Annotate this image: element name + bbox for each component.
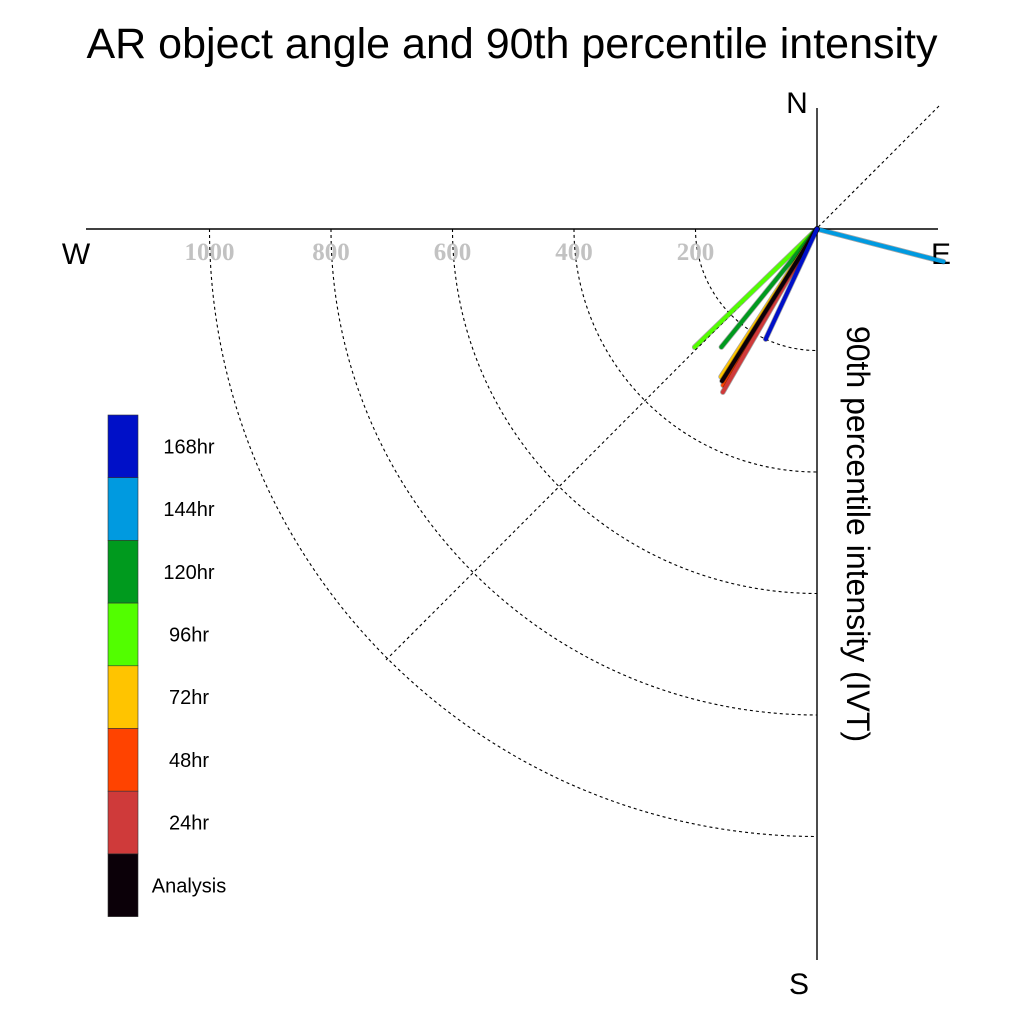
legend-swatch xyxy=(107,540,139,604)
radial-tick-label: 1000 xyxy=(185,239,235,266)
grid-arc xyxy=(451,228,818,595)
grid-arc xyxy=(573,228,818,473)
legend-label: 120hr xyxy=(163,562,214,584)
radial-tick-label: 800 xyxy=(312,239,350,266)
legend-label: Analysis xyxy=(152,875,226,897)
vector-lines xyxy=(691,226,947,395)
vector-line-analysis xyxy=(720,227,819,383)
radial-tick-labels: 200 400 600 800 1000 xyxy=(185,239,715,266)
legend-swatch xyxy=(107,853,139,917)
vector-line-144hr xyxy=(815,227,946,264)
legend-swatch xyxy=(107,665,139,729)
legend-swatch xyxy=(107,414,139,479)
vector-line-96hr xyxy=(692,227,819,350)
radial-axis-label: 90th percentile intensity (IVT) xyxy=(840,326,876,742)
radial-grid xyxy=(208,228,818,838)
east-label: E xyxy=(931,238,951,271)
north-label: N xyxy=(786,87,808,120)
vector-line-120hr xyxy=(719,227,819,350)
diagonal-reference-line xyxy=(385,105,940,661)
legend-label: 96hr xyxy=(169,624,209,646)
grid-arc xyxy=(330,228,818,716)
legend-swatch xyxy=(107,728,139,792)
legend-label: 168hr xyxy=(163,436,214,458)
legend-swatch xyxy=(107,790,139,855)
legend-label: 144hr xyxy=(163,499,214,521)
legend-swatch xyxy=(107,477,139,541)
south-label: S xyxy=(789,968,809,1001)
compass-axes xyxy=(86,105,940,960)
legend-label: 24hr xyxy=(169,813,209,835)
grid-arc xyxy=(208,228,818,838)
west-label: W xyxy=(62,238,91,271)
radial-tick-label: 400 xyxy=(555,239,593,266)
legend-label: 48hr xyxy=(169,750,209,772)
radial-tick-label: 600 xyxy=(434,239,472,266)
radial-tick-label: 200 xyxy=(677,239,715,266)
chart-title: AR object angle and 90th percentile inte… xyxy=(87,20,938,68)
legend: 168hr 144hr 120hr 96hr 72hr 48hr 24hr Analysis xyxy=(107,414,226,917)
grid-arc xyxy=(694,228,818,352)
legend-label: 72hr xyxy=(169,687,209,709)
legend-swatch xyxy=(107,602,139,667)
vector-line-168hr xyxy=(763,227,819,342)
